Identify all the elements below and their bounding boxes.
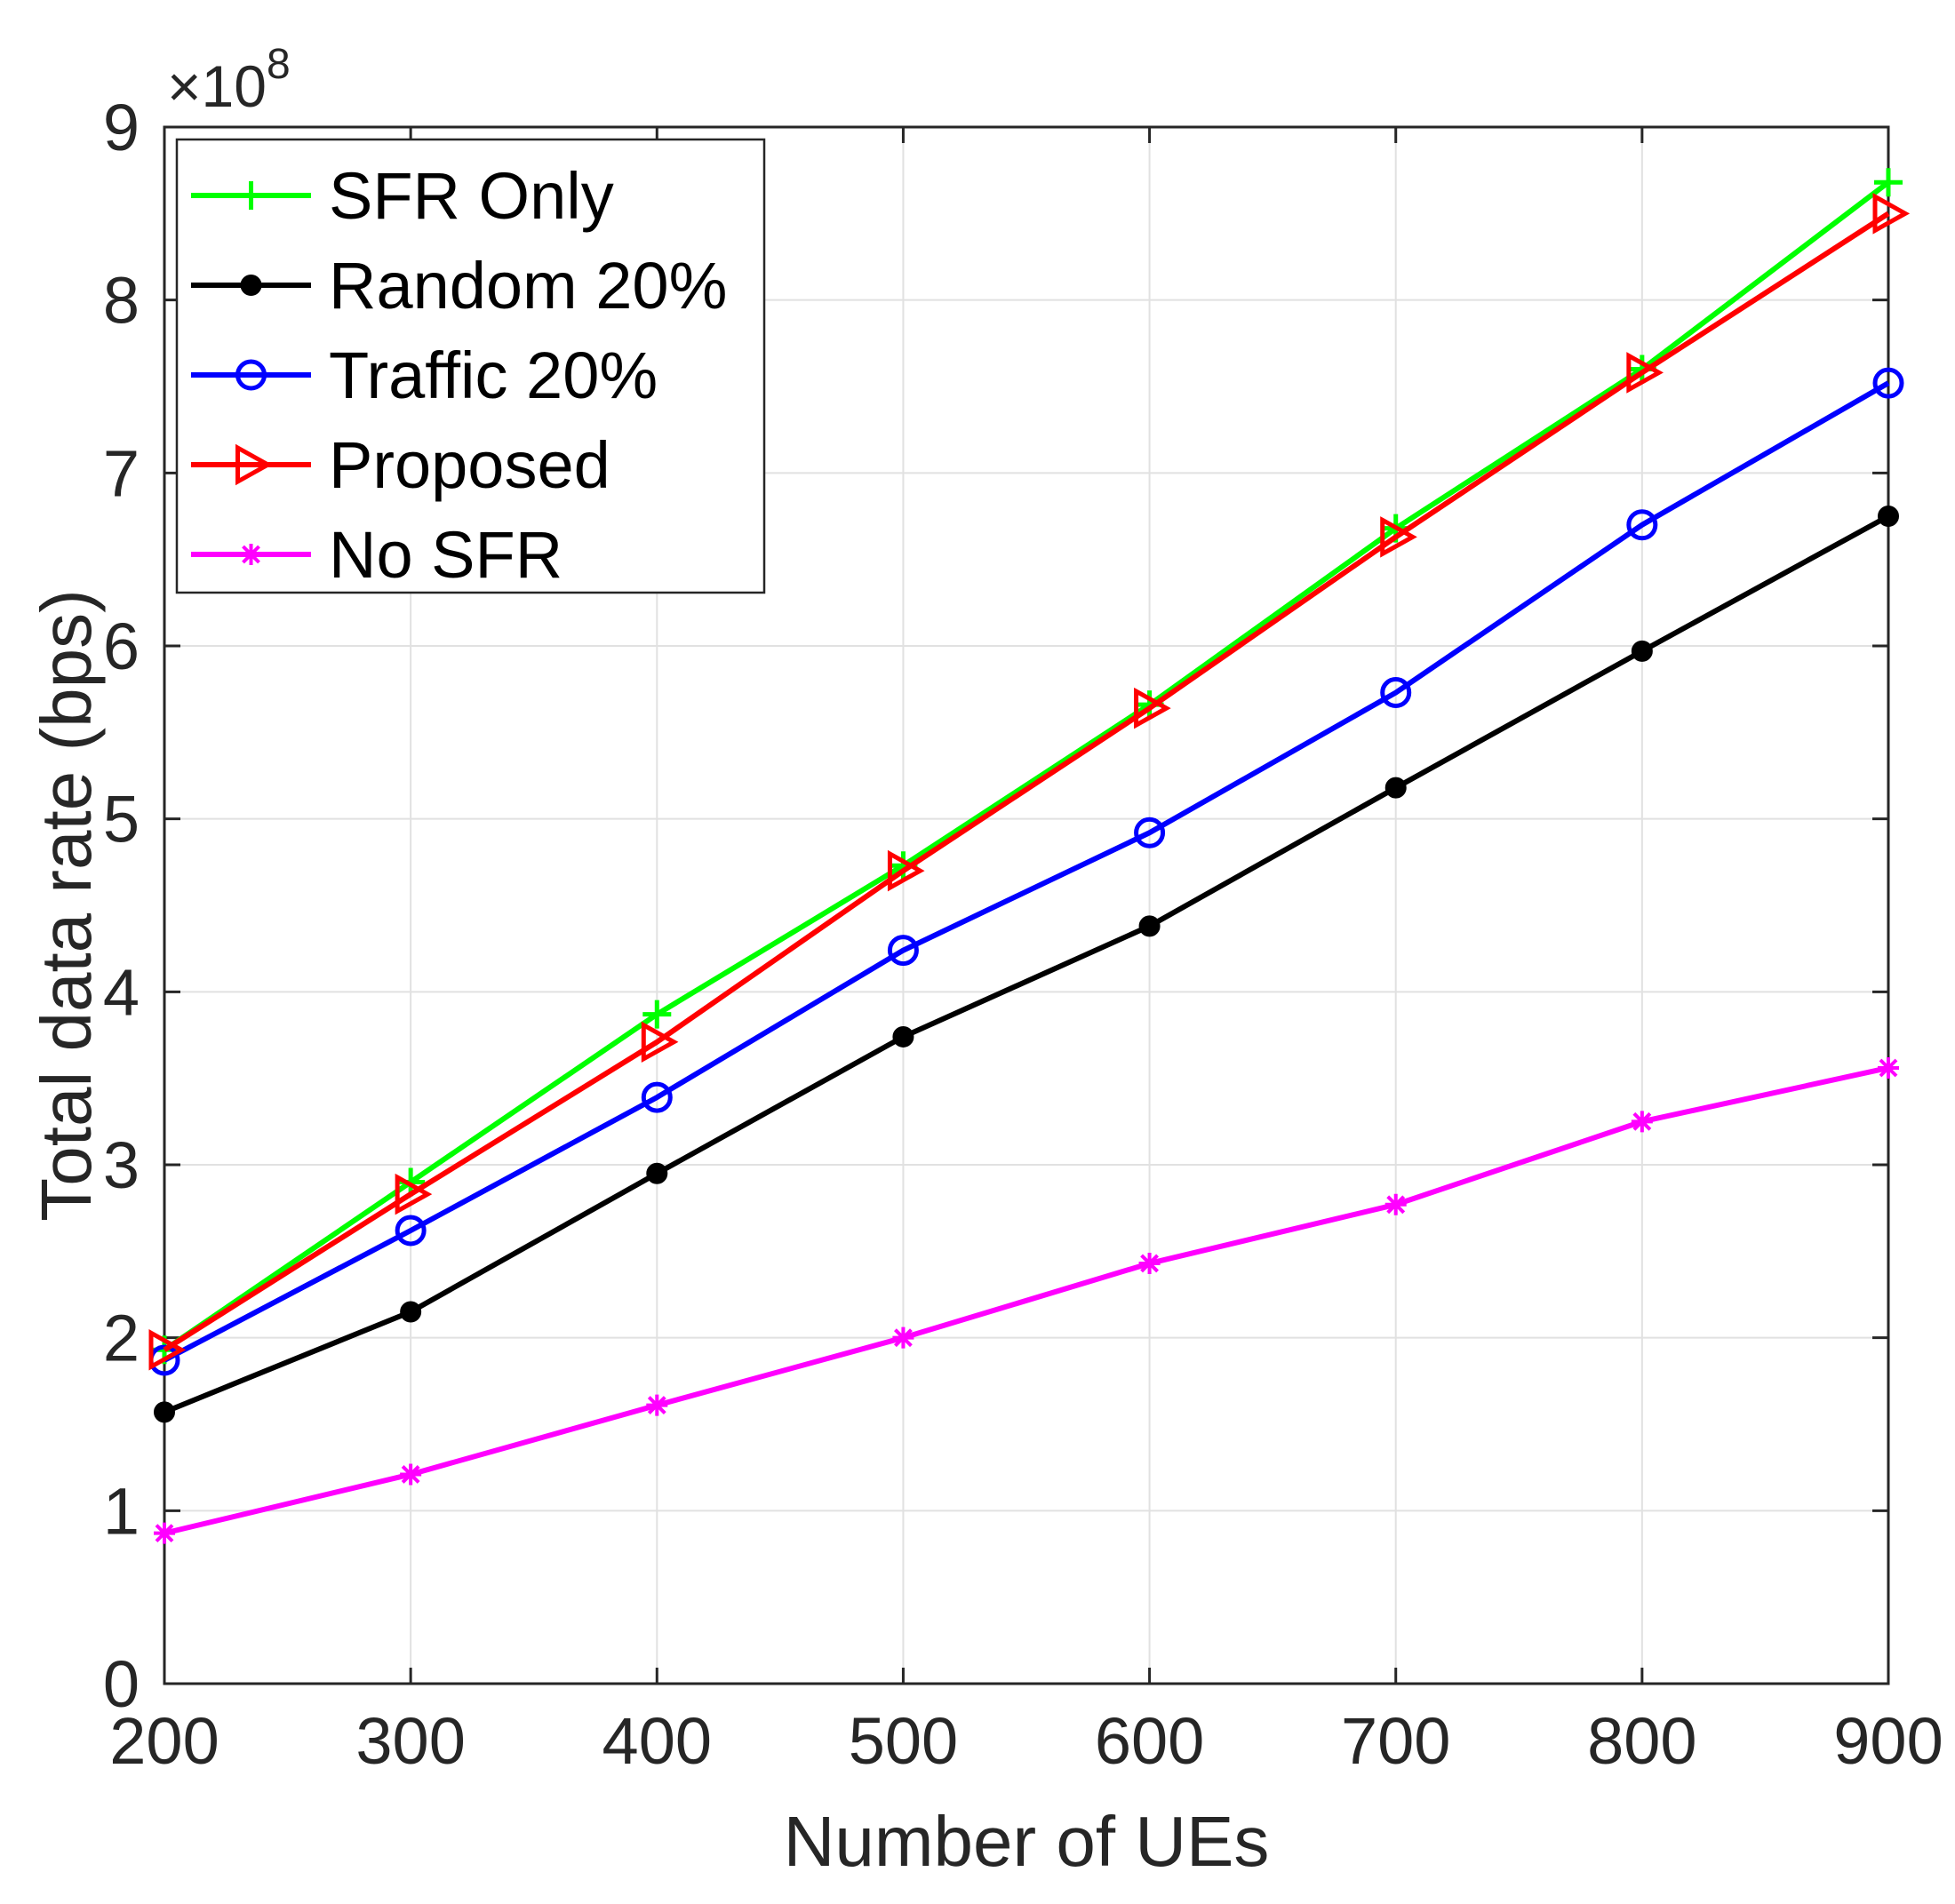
legend-marker — [240, 275, 262, 296]
legend-marker — [235, 359, 267, 391]
x-tick-label: 200 — [109, 1704, 219, 1778]
legend: SFR Only Random 20% Traffic 20% Proposed No … — [175, 138, 766, 594]
series-line — [164, 1065, 1889, 1536]
x-tick-label: 600 — [1095, 1704, 1204, 1778]
series-line — [163, 211, 1890, 1352]
data-point — [1380, 516, 1417, 558]
y-axis-multiplier-base: ×10 — [167, 53, 267, 119]
x-tick-label: 800 — [1587, 1704, 1696, 1778]
series-no-sfr — [154, 1056, 1899, 1544]
data-point — [1872, 367, 1904, 399]
data-point — [887, 935, 919, 967]
y-axis-multiplier: ×108 — [167, 41, 291, 119]
data-point — [646, 1394, 668, 1416]
legend-box — [175, 138, 766, 594]
legend-entry: SFR Only — [191, 159, 614, 233]
series-random-20- — [154, 506, 1899, 1423]
data-point — [887, 849, 925, 892]
series-line — [163, 514, 1890, 1415]
data-point — [1138, 1252, 1161, 1274]
data-point — [641, 1021, 679, 1064]
legend-label: Traffic 20% — [329, 339, 658, 412]
x-tick-label: 700 — [1341, 1704, 1450, 1778]
data-point — [1384, 1193, 1407, 1215]
y-tick-label: 5 — [103, 783, 140, 856]
data-point — [1878, 506, 1899, 527]
legend-entry: No SFR — [191, 518, 563, 592]
data-point — [148, 1329, 187, 1371]
y-tick-label: 2 — [103, 1302, 140, 1375]
x-tick-label: 300 — [355, 1704, 465, 1778]
data-point — [1878, 1056, 1899, 1079]
data-point — [395, 1215, 427, 1247]
y-axis-label: Total data rate (bps) — [27, 589, 106, 1221]
data-point — [1626, 352, 1664, 394]
data-point — [1134, 687, 1171, 729]
data-point — [1874, 168, 1903, 197]
data-point — [1134, 817, 1166, 848]
y-tick-label: 9 — [103, 91, 140, 164]
x-tick-label: 900 — [1833, 1704, 1943, 1778]
plot-area-frame — [163, 125, 1890, 1685]
y-tick-label: 3 — [103, 1128, 140, 1202]
data-point — [1384, 777, 1407, 799]
data-point — [1626, 509, 1658, 541]
y-tick-label: 0 — [103, 1647, 140, 1721]
series-line — [163, 380, 1890, 1363]
data-point — [1631, 640, 1653, 662]
legend-marker — [240, 544, 262, 565]
y-tick-label: 7 — [103, 436, 140, 510]
x-tick-label: 500 — [849, 1704, 958, 1778]
data-point — [395, 1173, 433, 1215]
y-axis-multiplier-exponent: 8 — [267, 41, 291, 88]
data-point — [1380, 677, 1412, 709]
data-point — [1631, 1111, 1653, 1133]
y-tick-label: 8 — [103, 264, 140, 338]
legend-label: No SFR — [329, 518, 563, 592]
legend-entry: Proposed — [191, 428, 610, 502]
data-point — [400, 1463, 422, 1486]
data-point — [646, 1162, 668, 1184]
data-point — [1872, 193, 1911, 235]
data-point — [154, 1522, 175, 1544]
legend-label: Random 20% — [329, 249, 727, 323]
x-tick-label: 400 — [602, 1704, 712, 1778]
series-line — [163, 179, 1890, 1352]
legend-marker — [236, 181, 266, 210]
legend-entry: Traffic 20% — [191, 339, 658, 412]
data-point — [641, 1081, 673, 1113]
series-layer — [148, 168, 1911, 1544]
y-tick-label: 6 — [103, 609, 140, 683]
data-point — [1138, 915, 1161, 937]
y-tick-label: 1 — [103, 1474, 140, 1548]
data-point — [892, 1025, 914, 1048]
data-point — [892, 1326, 914, 1349]
y-tick-label: 4 — [103, 955, 140, 1029]
data-point — [154, 1401, 175, 1423]
x-axis-label: Number of UEs — [784, 1802, 1270, 1881]
legend-entry: Random 20% — [191, 249, 727, 323]
legend-marker — [235, 443, 273, 486]
data-point — [642, 1000, 672, 1029]
series-proposed — [148, 193, 1911, 1371]
legend-label: SFR Only — [329, 159, 614, 233]
data-point — [400, 1301, 422, 1323]
axis-ticks: 200 300 400 500 600 700 800 900 0 1 2 3 4 5 6 7 8 9 — [103, 91, 1943, 1778]
legend-label: Proposed — [329, 428, 610, 502]
